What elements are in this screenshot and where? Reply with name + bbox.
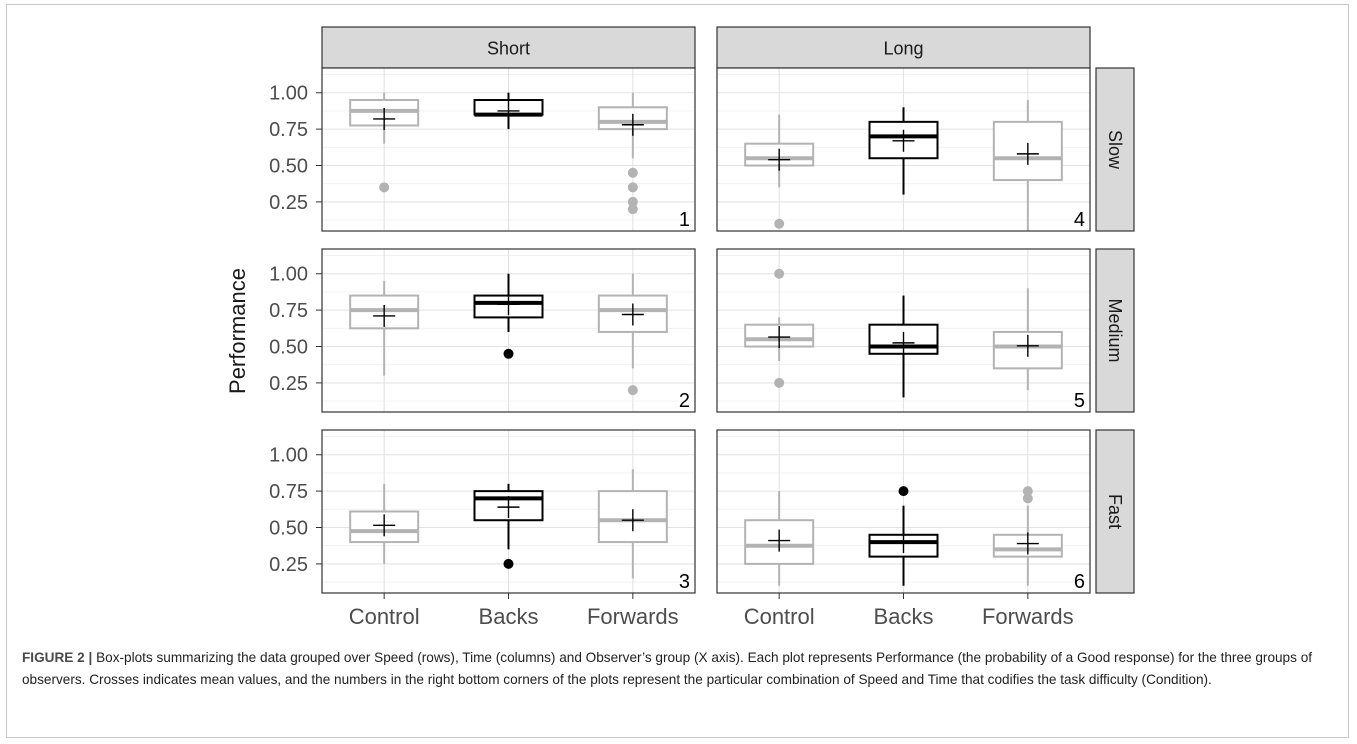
condition-number: 1 (679, 209, 690, 231)
y-tick-label: 0.25 (269, 554, 308, 576)
y-axis-title: Performance (225, 268, 250, 394)
condition-number: 5 (1074, 390, 1085, 412)
y-tick-label: 1.00 (269, 83, 308, 105)
caption-lead: FIGURE 2 | (22, 650, 93, 665)
y-tick-label: 0.25 (269, 192, 308, 214)
column-strip-label: Long (883, 39, 923, 59)
condition-number: 4 (1074, 209, 1085, 231)
y-tick-label: 0.75 (269, 300, 308, 322)
facet-panel: 2 (321, 248, 696, 413)
facet-panel: 6 (716, 429, 1091, 594)
column-strip (321, 26, 696, 69)
condition-number: 6 (1074, 571, 1085, 593)
y-tick-label: 1.00 (269, 445, 308, 467)
y-tick-label: 0.50 (269, 518, 308, 540)
row-strip-label: Medium (1105, 298, 1125, 362)
x-tick-label: Control (349, 604, 420, 629)
outlier-point (627, 204, 638, 215)
x-tick-label: Forwards (587, 604, 679, 629)
outlier-point (774, 377, 785, 388)
outlier-point (898, 486, 909, 497)
y-tick-label: 0.50 (269, 156, 308, 178)
row-strip-label: Fast (1105, 494, 1125, 529)
outlier-point (627, 385, 638, 396)
outlier-point (627, 196, 638, 207)
facet-panel: 5 (716, 248, 1091, 413)
outlier-point (503, 348, 514, 359)
facet-panel: 1 (321, 67, 696, 232)
panel-border (321, 67, 696, 232)
panel-border (716, 248, 1091, 413)
outlier-point (774, 268, 785, 279)
y-tick-label: 0.50 (269, 337, 308, 359)
column-strip (716, 26, 1091, 69)
outlier-point (774, 218, 785, 229)
row-strip (1095, 248, 1135, 413)
boxplot-figure: Short Long Slow Medium Fast 0.25 0.50 0.75 1.00 0… (225, 26, 1135, 629)
outlier-point (503, 558, 514, 569)
condition-number: 2 (679, 390, 690, 412)
row-strip (1095, 67, 1135, 232)
figure-caption: FIGURE 2 | Box-plots summarizing the dat… (22, 647, 1332, 691)
y-tick-label: 0.75 (269, 481, 308, 503)
caption-text: Box-plots summarizing the data grouped o… (22, 650, 1313, 687)
y-tick-label: 0.75 (269, 119, 308, 141)
x-tick-label: Control (744, 604, 815, 629)
x-tick-label: Forwards (982, 604, 1074, 629)
column-strip-label: Short (487, 39, 530, 59)
row-strip-label: Slow (1105, 130, 1125, 170)
panel-border (716, 67, 1091, 232)
facet-panel: 3 (321, 429, 696, 594)
panel-border (321, 248, 696, 413)
outlier-point (379, 182, 390, 193)
y-tick-label: 0.25 (269, 373, 308, 395)
outlier-point (1022, 493, 1033, 504)
x-tick-label: Backs (874, 604, 934, 629)
row-strip (1095, 429, 1135, 594)
facet-panel: 4 (716, 67, 1091, 232)
outlier-point (627, 182, 638, 193)
panel-border (321, 429, 696, 594)
condition-number: 3 (679, 571, 690, 593)
y-tick-label: 1.00 (269, 264, 308, 286)
outlier-point (1022, 486, 1033, 497)
x-tick-label: Backs (479, 604, 539, 629)
panel-border (716, 429, 1091, 594)
outlier-point (627, 167, 638, 178)
